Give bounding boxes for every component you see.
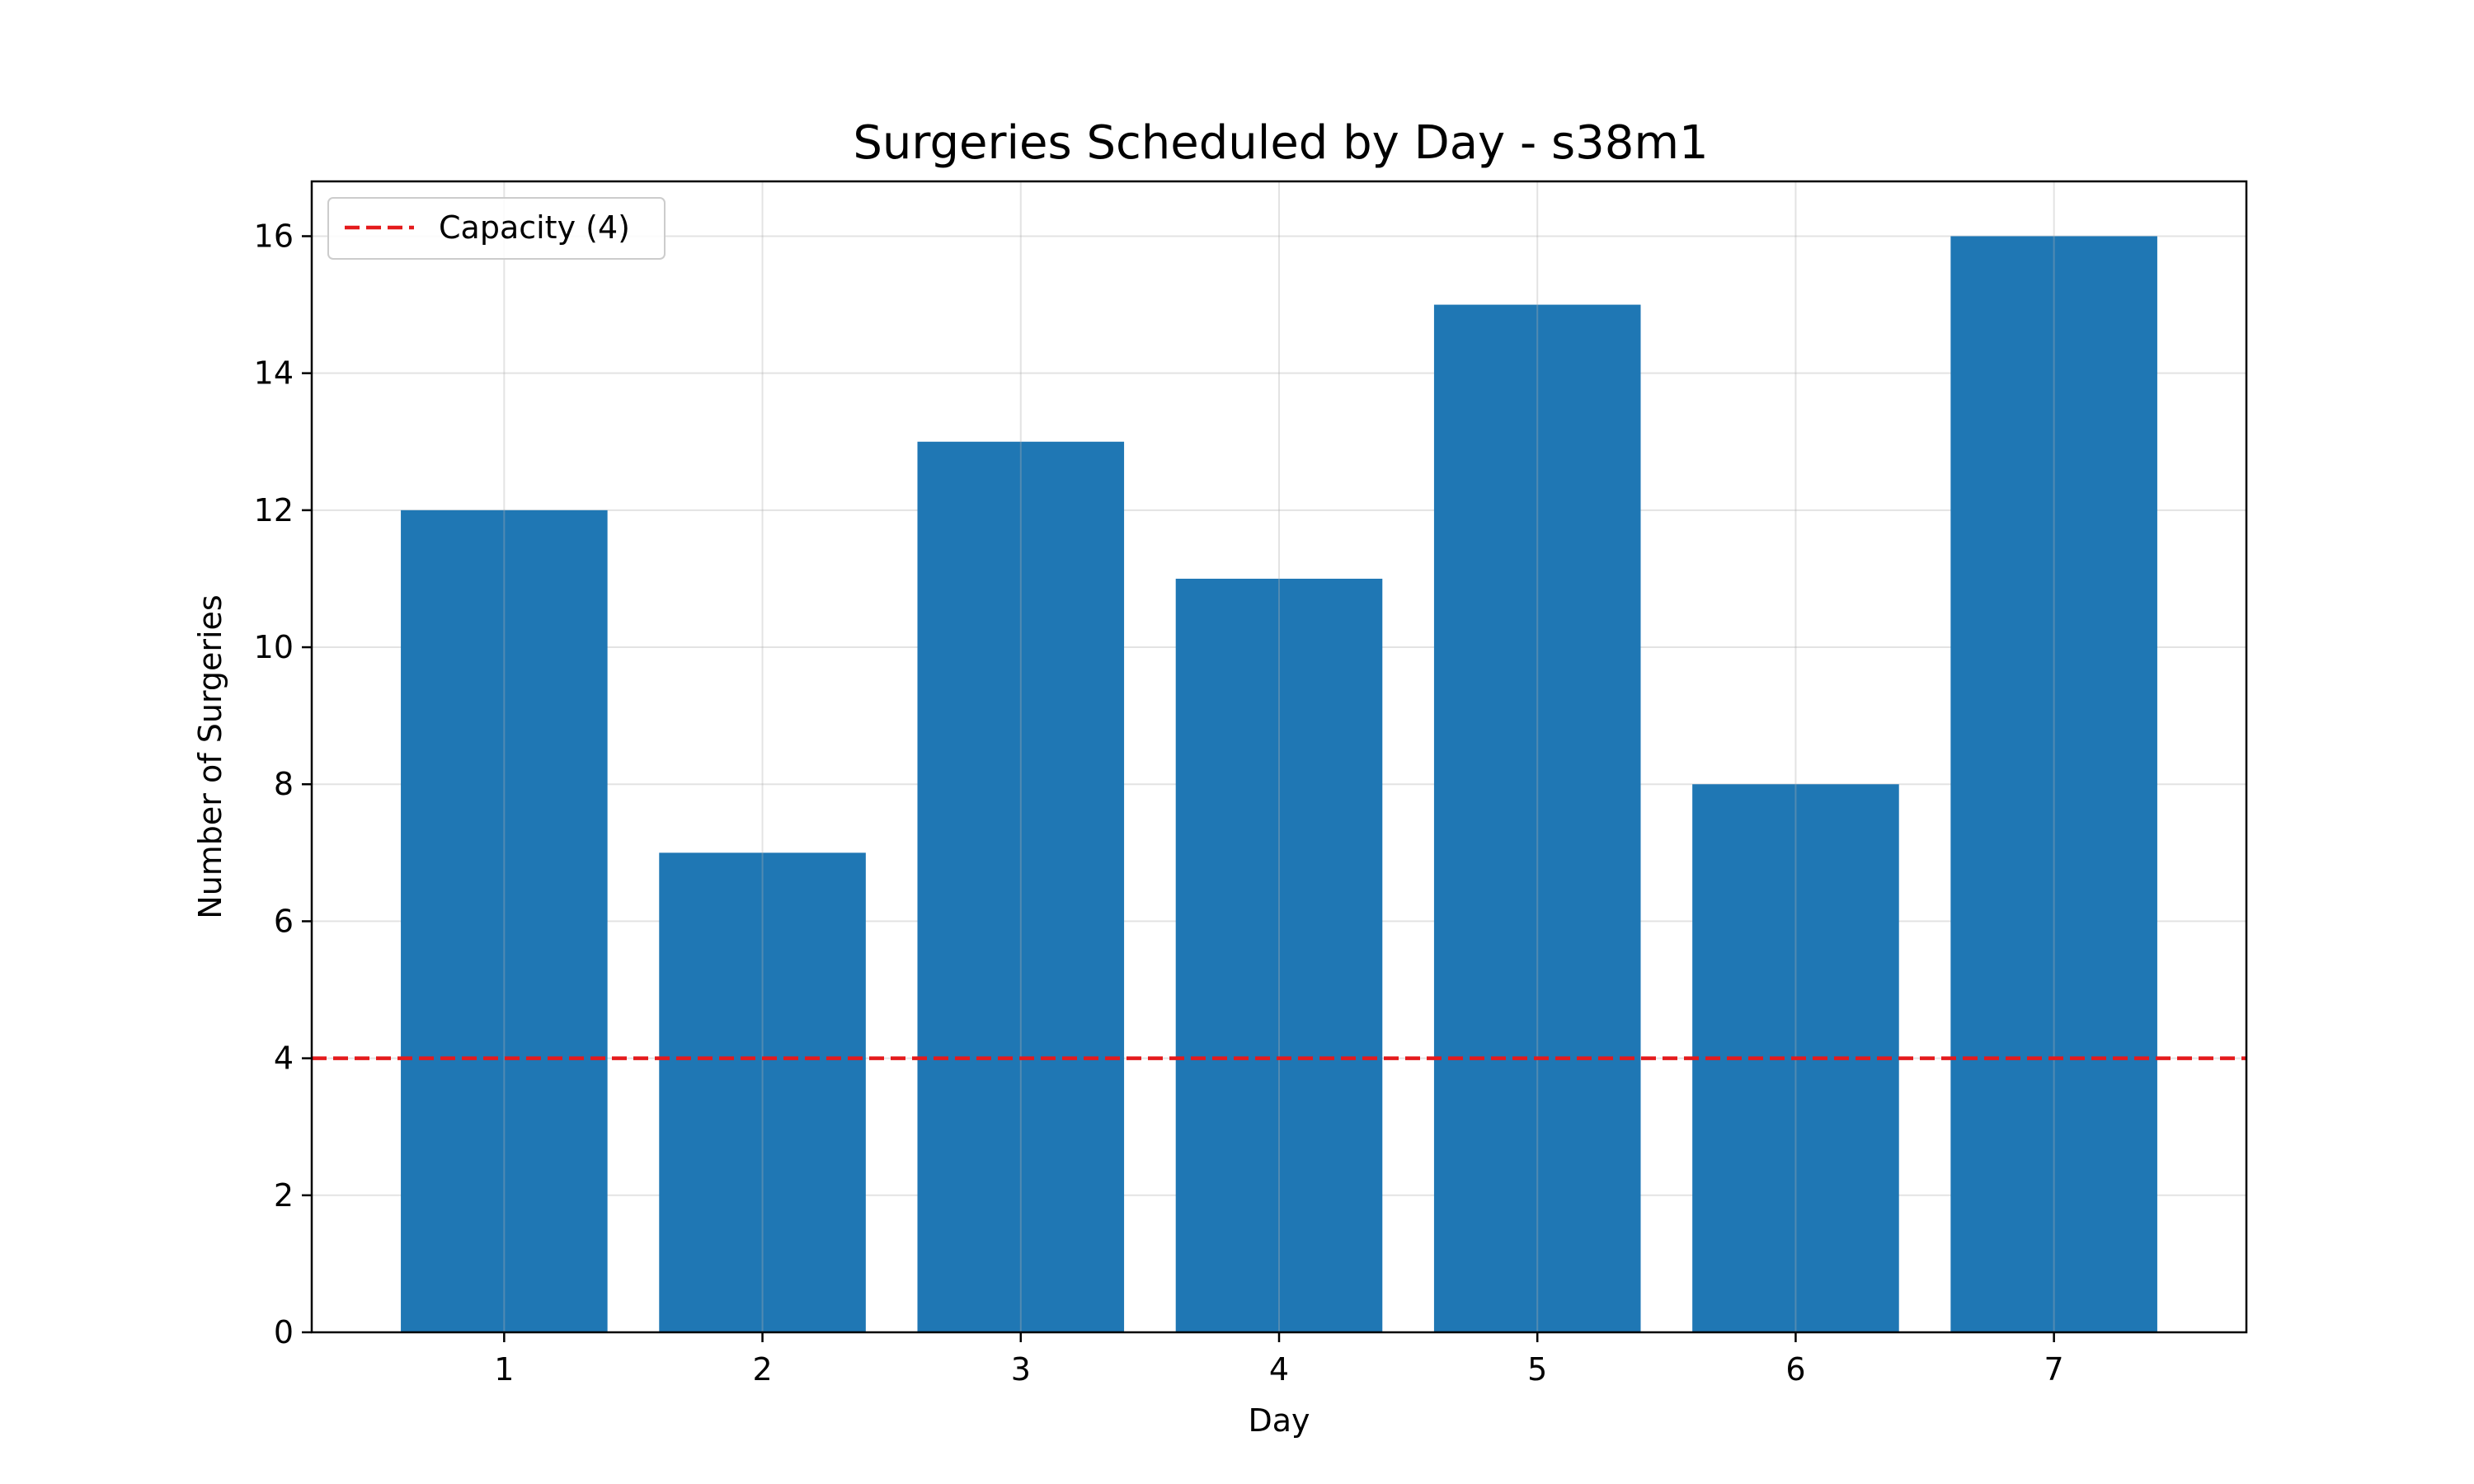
y-tick-label: 12 (254, 492, 294, 528)
x-tick-label: 3 (1011, 1351, 1031, 1388)
bars (401, 181, 2157, 1333)
bar-day-1 (401, 510, 608, 1332)
x-axis: 1 2 3 4 5 6 7 (494, 1332, 2064, 1388)
bar-day-7 (1950, 236, 2157, 1332)
y-tick-label: 14 (254, 355, 294, 392)
bar-day-4 (1175, 578, 1383, 1332)
y-tick-label: 2 (274, 1177, 294, 1214)
y-tick-label: 10 (254, 629, 294, 665)
y-tick-label: 16 (254, 218, 294, 254)
y-tick-label: 0 (274, 1314, 294, 1350)
x-tick-label: 5 (1527, 1351, 1547, 1388)
x-tick-label: 1 (494, 1351, 514, 1388)
x-tick-label: 4 (1269, 1351, 1289, 1388)
x-tick-label: 2 (752, 1351, 772, 1388)
x-axis-label: Day (1248, 1402, 1310, 1439)
legend-label-capacity: Capacity (4) (439, 209, 630, 246)
x-tick-label: 6 (1785, 1351, 1805, 1388)
x-tick-label: 7 (2044, 1351, 2064, 1388)
y-axis-label: Number of Surgeries (192, 594, 228, 918)
bar-day-5 (1433, 304, 1641, 1333)
bar-day-3 (917, 441, 1125, 1332)
chart-title: Surgeries Scheduled by Day - s38m1 (853, 116, 1708, 170)
bar-day-2 (659, 852, 866, 1332)
y-tick-label: 6 (274, 903, 294, 939)
y-tick-label: 8 (274, 766, 294, 802)
legend: Capacity (4) (327, 197, 666, 260)
y-axis: 0 2 4 6 8 10 12 14 16 (254, 218, 312, 1350)
y-tick-label: 4 (274, 1040, 294, 1077)
legend-box (327, 197, 666, 260)
